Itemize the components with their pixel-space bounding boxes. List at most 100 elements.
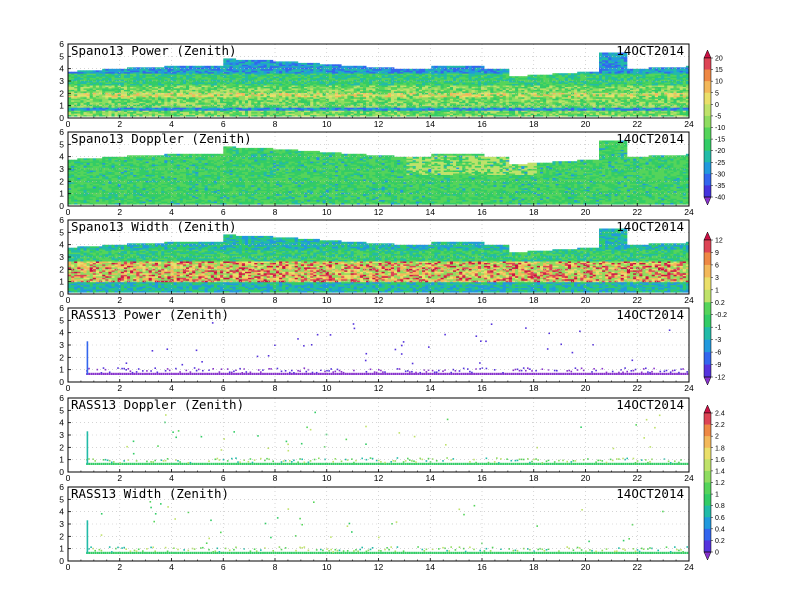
cell [478,66,482,68]
cell [77,70,81,72]
cell [202,66,206,68]
cell [341,66,345,68]
cell [521,76,525,78]
cell [456,66,460,68]
cell [428,69,432,71]
cell [84,70,88,72]
cell [462,66,466,68]
cell [438,66,442,68]
cell [444,66,448,68]
cell [282,61,286,63]
cell [99,70,103,72]
cell [465,66,469,68]
cell [413,69,417,71]
cell [177,66,181,68]
cell [515,76,519,78]
cell [105,69,109,71]
cell [425,69,429,71]
cell [506,69,510,71]
cell [186,66,190,68]
cell [115,69,119,71]
cell [360,66,364,68]
cell [344,66,348,68]
cell [354,66,358,68]
cell [220,66,224,68]
cell [74,72,78,74]
cell [295,61,299,63]
cell [102,69,106,71]
cell [366,67,370,69]
cell [313,63,317,65]
cell [403,69,407,71]
cell [453,66,457,68]
cell [329,64,333,66]
cell [180,66,184,68]
cell [289,61,293,63]
cell [332,64,336,66]
cell [257,60,261,62]
cell [87,70,91,72]
cell [307,63,311,65]
cell [251,60,255,62]
cell [248,60,252,62]
cell [198,66,202,68]
cell [400,69,404,71]
cell [208,66,212,68]
cell [410,69,414,71]
cell [363,66,367,68]
cell [335,64,339,66]
cell [167,66,171,68]
cell [223,58,227,60]
cell [503,69,507,71]
cell [509,76,513,78]
cell [71,72,75,74]
cell [385,67,389,69]
cell [416,69,420,71]
cell [226,58,230,60]
cell [490,69,494,71]
cell [422,69,426,71]
cell [205,66,209,68]
cell [245,60,249,62]
cell [93,70,97,72]
cell [230,58,234,60]
cell [121,69,125,71]
cell [484,69,488,71]
cell [323,64,327,66]
cell [447,66,451,68]
cell [267,60,271,62]
cell [68,72,72,74]
cell [450,66,454,68]
cell [171,66,175,68]
cell [90,70,94,72]
cell [174,66,178,68]
cell [497,69,501,71]
cell [285,61,289,63]
cell [108,69,112,71]
cell [518,76,522,78]
cell [431,66,435,68]
cell [419,69,423,71]
cell [292,61,296,63]
cell [475,66,479,68]
cell [304,63,308,65]
cell [192,66,196,68]
cell [481,66,485,68]
cell [434,66,438,68]
cell [276,61,280,63]
cell [301,63,305,65]
cell [261,60,265,62]
cell [236,60,240,62]
cell [164,66,168,68]
cell [441,66,445,68]
cell [239,60,243,62]
cell [214,66,218,68]
cell [357,66,361,68]
cell [279,61,283,63]
cell [139,67,143,69]
cell [130,67,134,69]
cell [217,66,221,68]
cell [273,61,277,63]
